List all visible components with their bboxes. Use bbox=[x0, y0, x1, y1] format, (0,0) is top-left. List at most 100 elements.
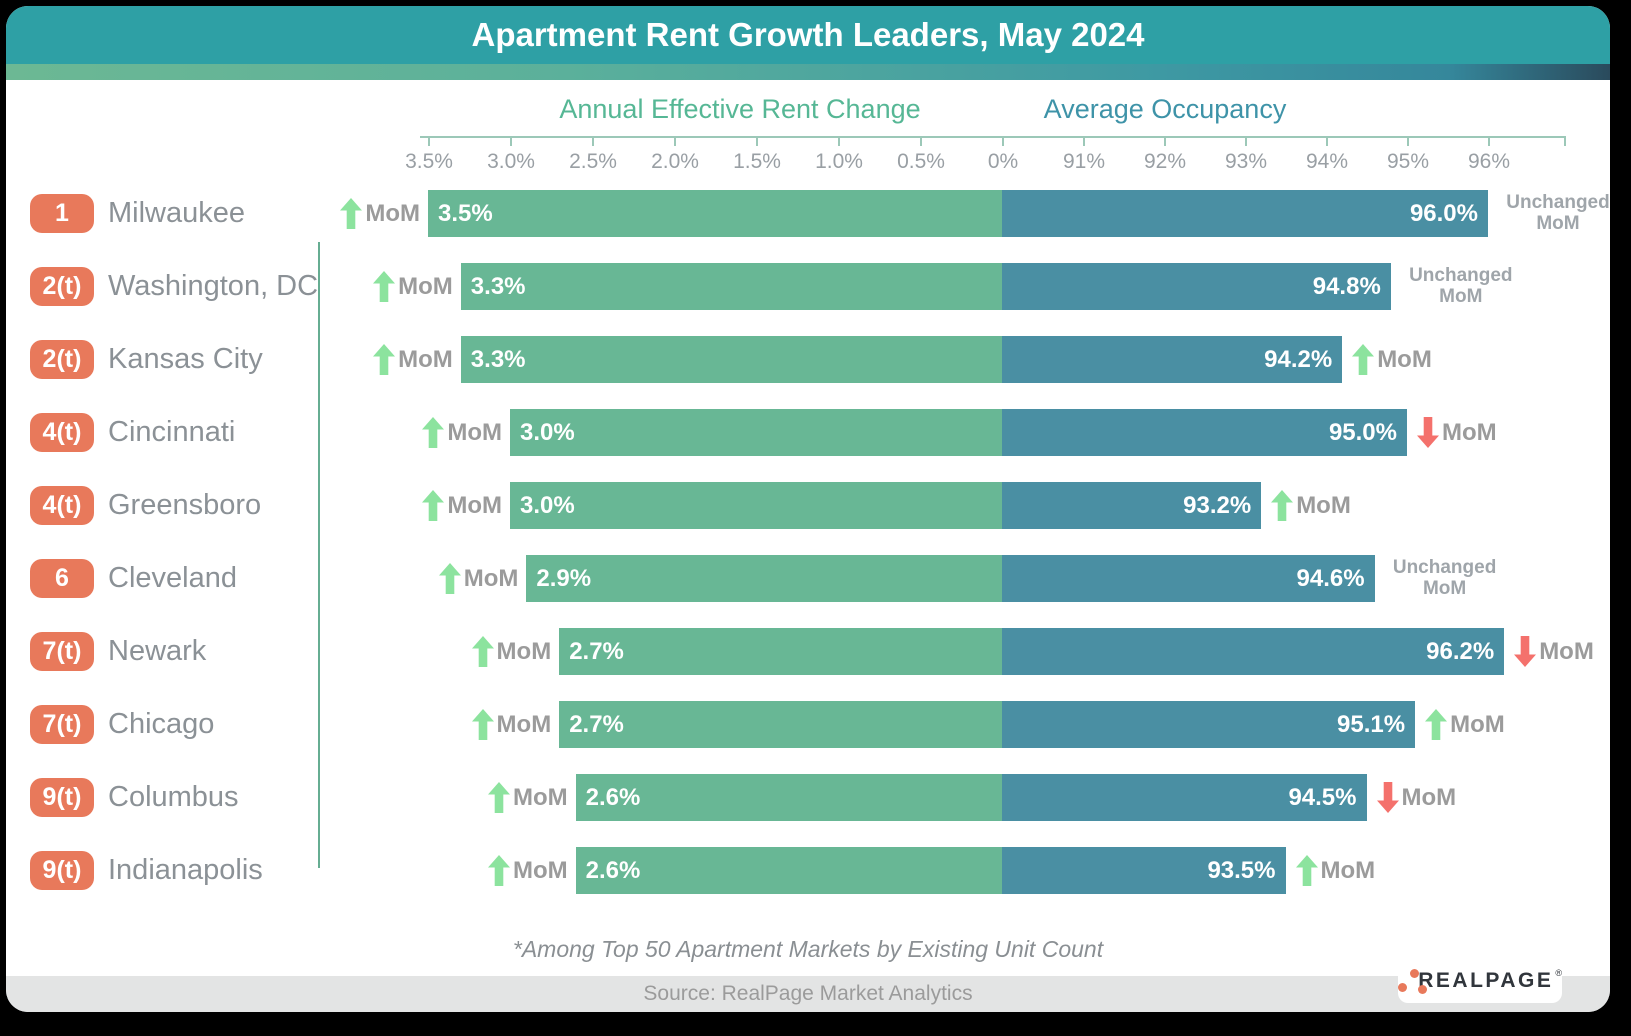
city-label: Washington, DC bbox=[108, 270, 319, 302]
mom-up-arrow-icon bbox=[1295, 855, 1318, 886]
logo-trademark-icon: ® bbox=[1555, 968, 1562, 978]
occupancy-mom-indicator: MoM bbox=[1271, 482, 1351, 529]
realpage-logo: REALPAGE ® bbox=[1398, 959, 1562, 1003]
unchanged-label: Unchanged bbox=[1392, 557, 1497, 578]
rent-mom-indicator: MoM bbox=[422, 482, 502, 529]
axis-tick-label: 0% bbox=[987, 150, 1019, 173]
column-divider bbox=[318, 242, 320, 868]
rent-mom-indicator: MoM bbox=[422, 409, 502, 456]
rent-change-value: 2.7% bbox=[569, 638, 624, 665]
rent-mom-indicator: MoM bbox=[471, 701, 552, 748]
mom-up-arrow-icon bbox=[1352, 344, 1375, 375]
rent-change-bar: 3.3% bbox=[460, 336, 1002, 383]
rent-change-bar: 2.7% bbox=[559, 628, 1002, 675]
logo-dot bbox=[1418, 985, 1427, 994]
mom-up-arrow-icon bbox=[422, 417, 445, 448]
occupancy-mom-indicator: Unchanged MoM bbox=[1498, 192, 1610, 234]
mom-label: MoM bbox=[1539, 637, 1594, 665]
mom-label: MoM bbox=[463, 564, 519, 592]
axis-tick bbox=[920, 136, 922, 146]
rent-change-bar: 2.7% bbox=[559, 701, 1002, 748]
rent-change-value: 3.0% bbox=[520, 492, 575, 519]
rent-mom-indicator: MoM bbox=[373, 336, 453, 383]
occupancy-value: 96.0% bbox=[1409, 200, 1478, 227]
mom-up-arrow-icon bbox=[373, 344, 396, 375]
occupancy-mom-indicator: MoM bbox=[1352, 336, 1432, 383]
mom-label: MoM bbox=[1422, 578, 1467, 599]
rent-change-bar: 2.6% bbox=[575, 847, 1002, 894]
mom-label: MoM bbox=[496, 637, 552, 665]
occupancy-value: 95.0% bbox=[1328, 419, 1397, 446]
axis-line bbox=[420, 136, 1566, 138]
axis-tick-label: 92% bbox=[1143, 150, 1187, 173]
occupancy-value: 95.1% bbox=[1337, 711, 1406, 738]
mom-label: MoM bbox=[398, 272, 453, 300]
axis-tick-label: 95% bbox=[1386, 150, 1430, 173]
rent-mom-indicator: MoM bbox=[487, 847, 568, 894]
rank-badge: 4(t) bbox=[30, 413, 94, 452]
axis-tick bbox=[1164, 136, 1166, 146]
logo-dot bbox=[1398, 983, 1407, 992]
axis-tick-label: 3.0% bbox=[487, 150, 535, 173]
occupancy-bar: 95.1% bbox=[1002, 701, 1416, 748]
city-label: Cincinnati bbox=[108, 416, 236, 448]
rent-change-bar: 3.0% bbox=[510, 409, 1002, 456]
occupancy-value: 96.2% bbox=[1426, 638, 1495, 665]
axis-tick bbox=[1564, 136, 1566, 146]
occupancy-bar: 93.2% bbox=[1002, 482, 1262, 529]
axis-tick-label: 2.0% bbox=[651, 150, 699, 173]
axis-tick-label: 96% bbox=[1467, 150, 1511, 173]
rank-badge: 6 bbox=[30, 559, 94, 598]
unchanged-label: Unchanged bbox=[1506, 192, 1610, 213]
rank-badge: 7(t) bbox=[30, 632, 94, 671]
mom-label: MoM bbox=[1439, 286, 1483, 307]
occupancy-mom-indicator: MoM bbox=[1376, 774, 1457, 821]
mom-label: MoM bbox=[365, 199, 420, 227]
mom-label: MoM bbox=[1442, 418, 1497, 446]
occupancy-bar: 96.2% bbox=[1002, 628, 1505, 675]
rent-change-bar: 3.5% bbox=[428, 190, 1002, 237]
mom-up-arrow-icon bbox=[1425, 709, 1448, 740]
rent-change-value: 3.5% bbox=[438, 200, 493, 227]
city-label: Newark bbox=[108, 635, 207, 667]
table-row: 6 Cleveland MoM 2.9% 94.6% Unchanged MoM bbox=[6, 555, 1610, 602]
city-label: Cleveland bbox=[108, 562, 237, 594]
rank-badge: 9(t) bbox=[30, 851, 94, 890]
mom-label: MoM bbox=[1401, 783, 1457, 811]
rent-change-value: 2.9% bbox=[536, 565, 592, 592]
mom-label: MoM bbox=[1296, 491, 1351, 519]
rent-change-value: 3.3% bbox=[470, 273, 526, 300]
axis-tick-label: 1.5% bbox=[733, 150, 781, 173]
axis-tick-label: 3.5% bbox=[405, 150, 453, 173]
mom-label: MoM bbox=[512, 783, 568, 811]
mom-down-arrow-icon bbox=[1417, 417, 1439, 448]
city-label: Milwaukee bbox=[108, 197, 245, 229]
occupancy-header: Average Occupancy bbox=[1043, 94, 1287, 124]
axis-tick bbox=[838, 136, 840, 146]
city-label: Chicago bbox=[108, 708, 215, 740]
source-text: Source: RealPage Market Analytics bbox=[643, 982, 973, 1005]
axis-tick-label: 93% bbox=[1224, 150, 1268, 173]
table-row: 7(t) Chicago MoM 2.7% 95.1% MoM bbox=[6, 701, 1610, 748]
rent-mom-indicator: MoM bbox=[340, 190, 420, 237]
table-row: 9(t) Columbus MoM 2.6% 94.5% MoM bbox=[6, 774, 1610, 821]
rank-badge: 1 bbox=[30, 194, 94, 233]
rank-badge: 2(t) bbox=[30, 267, 94, 306]
occupancy-mom-indicator: MoM bbox=[1425, 701, 1505, 748]
rank-badge: 7(t) bbox=[30, 705, 94, 744]
logo-dots-icon bbox=[1398, 967, 1427, 995]
mom-label: MoM bbox=[496, 710, 552, 738]
unchanged-label: Unchanged bbox=[1409, 265, 1513, 286]
occupancy-mom-indicator: Unchanged MoM bbox=[1401, 265, 1521, 307]
axis-tick bbox=[1488, 136, 1490, 146]
axis-tick-label: 0.5% bbox=[897, 150, 945, 173]
occupancy-value: 94.6% bbox=[1296, 565, 1365, 592]
mom-label: MoM bbox=[447, 418, 502, 446]
axis-tick bbox=[1326, 136, 1328, 146]
axis-tick bbox=[756, 136, 758, 146]
city-label: Greensboro bbox=[108, 489, 262, 521]
occupancy-bar: 94.6% bbox=[1002, 555, 1375, 602]
occupancy-bar: 94.8% bbox=[1002, 263, 1391, 310]
mom-up-arrow-icon bbox=[471, 709, 494, 740]
